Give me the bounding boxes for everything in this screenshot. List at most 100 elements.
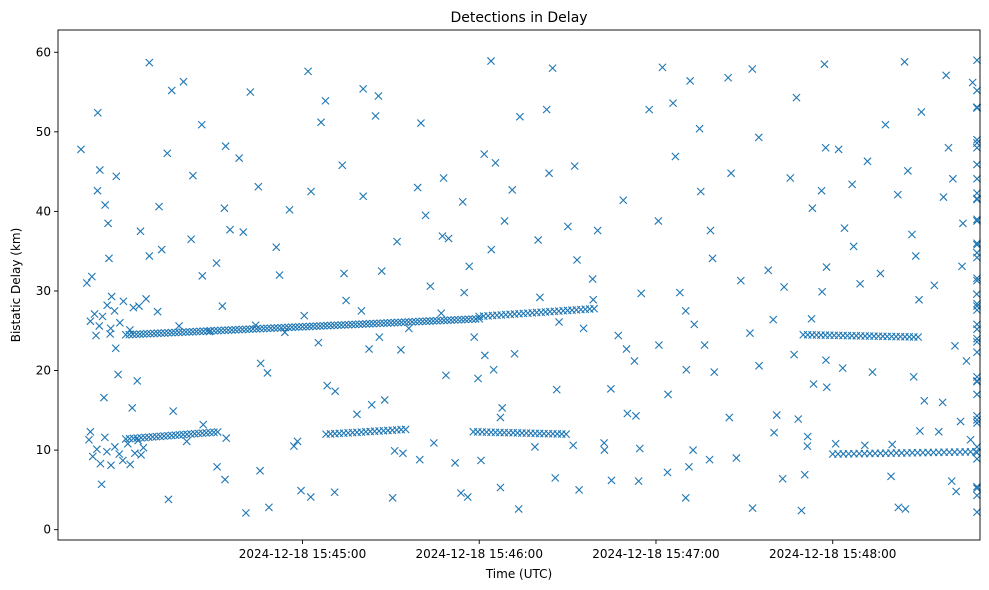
track-marker (294, 322, 303, 331)
detection-marker (221, 142, 230, 151)
track-marker (213, 326, 222, 335)
detection-marker (93, 108, 102, 117)
track-marker (351, 320, 360, 329)
detection-marker (664, 390, 673, 399)
detection-marker (724, 73, 733, 82)
detection-marker (136, 227, 145, 236)
detection-marker (111, 344, 120, 353)
detection-marker (573, 255, 582, 264)
track-marker (432, 316, 441, 325)
detection-marker (226, 225, 235, 234)
detection-marker (157, 245, 166, 254)
detection-marker (876, 269, 885, 278)
detection-marker (682, 365, 691, 374)
detection-marker (542, 105, 551, 114)
track-marker (174, 328, 183, 337)
track-marker (369, 319, 378, 328)
track-marker (397, 318, 406, 327)
detection-marker (745, 329, 754, 338)
detection-marker (973, 508, 981, 517)
detection-marker (700, 341, 709, 350)
detection-marker (491, 158, 500, 167)
track-marker (358, 320, 367, 329)
detection-marker (451, 458, 460, 467)
detection-marker (930, 281, 939, 290)
detection-marker (958, 262, 967, 271)
detection-marker (437, 309, 446, 318)
detection-marker (374, 92, 383, 101)
detection-marker (803, 432, 812, 441)
track-marker (167, 328, 176, 337)
detection-marker (393, 237, 402, 246)
track-marker (277, 323, 286, 332)
detection-marker (569, 441, 578, 450)
detection-marker (198, 271, 207, 280)
detection-marker (220, 204, 229, 213)
detection-marker (868, 368, 877, 377)
detection-marker (973, 195, 981, 204)
detection-marker (134, 436, 143, 445)
detection-marker (579, 324, 588, 333)
detection-marker (732, 454, 741, 463)
detection-marker (689, 446, 698, 455)
detection-marker (764, 266, 773, 275)
detection-marker (352, 410, 361, 419)
detection-marker (909, 372, 918, 381)
track-marker (263, 324, 272, 333)
detection-marker (285, 205, 294, 214)
track-marker (160, 328, 169, 337)
detection-marker (654, 341, 663, 350)
track-marker (330, 321, 339, 330)
track-marker (468, 315, 477, 324)
detection-marker (803, 442, 812, 451)
detection-marker (474, 374, 483, 383)
detection-marker (563, 222, 572, 231)
detection-marker (264, 503, 273, 512)
track-marker (365, 319, 374, 328)
track-marker (312, 322, 321, 331)
detection-marker (792, 93, 801, 102)
detection-marker (338, 161, 347, 170)
detection-marker (848, 180, 857, 189)
detection-marker (684, 462, 693, 471)
track-marker (411, 317, 420, 326)
detection-marker (254, 182, 263, 191)
detection-marker (129, 303, 138, 312)
detection-marker (101, 201, 110, 210)
detection-marker (317, 118, 326, 127)
detection-marker (96, 459, 105, 468)
detection-marker (487, 245, 496, 254)
detection-marker (575, 485, 584, 494)
detection-marker (973, 348, 981, 357)
detection-marker (934, 427, 943, 436)
detection-marker (619, 196, 628, 205)
detection-marker (508, 185, 517, 194)
detection-marker (772, 411, 781, 420)
track-marker (270, 324, 279, 333)
detection-marker (304, 67, 313, 76)
detection-marker (289, 442, 298, 451)
detection-marker (404, 324, 413, 333)
detection-marker (398, 449, 407, 458)
detection-marker (939, 193, 948, 202)
detection-marker (972, 290, 981, 299)
detection-marker (263, 368, 272, 377)
track-marker (372, 319, 381, 328)
detection-marker (600, 446, 609, 455)
detection-marker (920, 396, 929, 405)
detection-marker (973, 86, 981, 95)
detection-marker (213, 462, 222, 471)
detection-marker (188, 171, 197, 180)
detection-marker (135, 302, 143, 311)
detection-marker (480, 150, 489, 159)
detection-marker (973, 334, 981, 343)
detection-marker (365, 345, 374, 354)
track-marker (220, 326, 229, 335)
detection-marker (293, 437, 302, 446)
detection-marker (973, 484, 981, 493)
detection-marker (973, 143, 981, 152)
detection-marker (973, 103, 981, 112)
detection-marker (107, 292, 116, 301)
detection-marker (175, 321, 184, 330)
track-marker (128, 330, 137, 339)
